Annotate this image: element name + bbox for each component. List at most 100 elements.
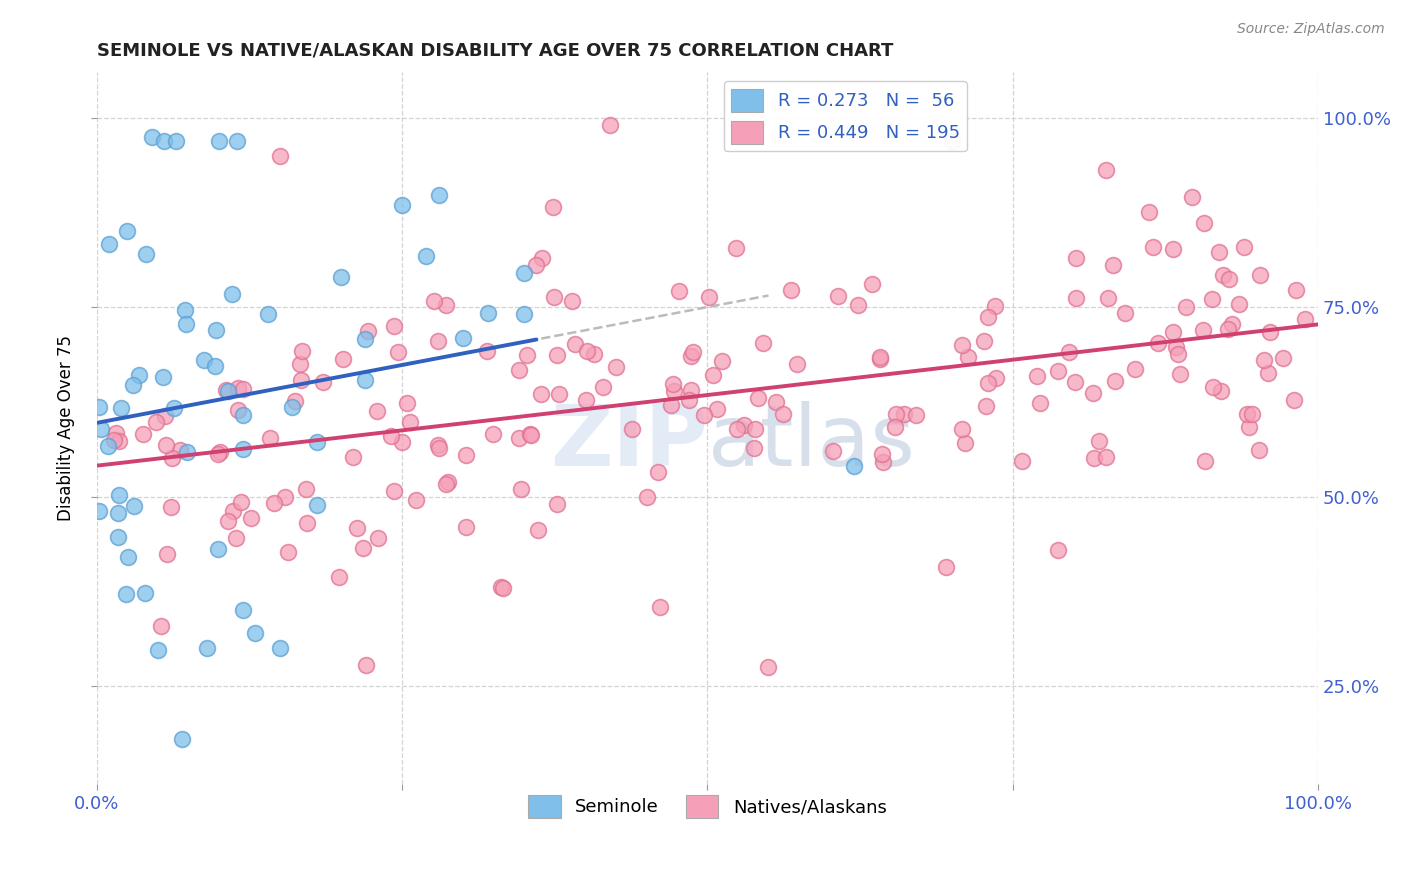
Point [208, 134, 231, 148]
Point [245, 626, 267, 640]
Point [659, 398, 682, 412]
Point [530, 387, 553, 401]
Point [1236, 407, 1258, 421]
Point [284, 393, 307, 408]
Point [846, 298, 869, 312]
Point [758, 660, 780, 674]
Point [1170, 367, 1192, 381]
Text: Source: ZipAtlas.com: Source: ZipAtlas.com [1237, 22, 1385, 37]
Point [1285, 283, 1308, 297]
Point [90, 422, 112, 436]
Point [510, 482, 533, 496]
Point [153, 409, 176, 424]
Point [1083, 386, 1105, 401]
Point [974, 399, 997, 413]
Point [290, 357, 312, 371]
Point [973, 334, 995, 349]
Point [437, 475, 460, 489]
Point [342, 450, 364, 465]
Point [561, 294, 583, 309]
Point [1174, 300, 1197, 314]
Point [427, 441, 450, 455]
Point [599, 119, 621, 133]
Point [1208, 244, 1230, 259]
Point [592, 380, 614, 394]
Point [725, 422, 748, 436]
Point [1194, 216, 1216, 230]
Point [1209, 384, 1232, 399]
Point [1218, 322, 1240, 336]
Point [207, 541, 229, 556]
Point [977, 376, 1000, 390]
Point [222, 504, 245, 518]
Point [984, 299, 1007, 313]
Point [115, 587, 138, 601]
Point [269, 641, 291, 656]
Point [135, 247, 157, 261]
Point [1201, 292, 1223, 306]
Point [516, 348, 538, 362]
Point [305, 498, 328, 512]
Point [1167, 346, 1189, 360]
Y-axis label: Disability Age Over 75: Disability Age Over 75 [58, 335, 75, 522]
Point [232, 442, 254, 457]
Point [405, 492, 427, 507]
Point [546, 497, 568, 511]
Point [451, 331, 474, 345]
Point [152, 370, 174, 384]
Point [872, 455, 894, 469]
Point [117, 550, 139, 565]
Point [524, 258, 547, 272]
Point [207, 447, 229, 461]
Point [312, 375, 335, 389]
Point [477, 344, 499, 359]
Point [328, 570, 350, 584]
Point [1257, 366, 1279, 380]
Point [97, 438, 120, 452]
Point [1247, 442, 1270, 457]
Point [648, 599, 671, 614]
Point [141, 129, 163, 144]
Point [1161, 326, 1184, 340]
Point [747, 391, 769, 405]
Point [426, 438, 449, 452]
Point [1241, 407, 1264, 421]
Point [117, 225, 139, 239]
Point [752, 336, 775, 351]
Point [647, 466, 669, 480]
Point [174, 317, 197, 331]
Point [160, 500, 183, 514]
Point [434, 298, 457, 312]
Point [134, 586, 156, 600]
Point [636, 490, 658, 504]
Point [1272, 351, 1295, 366]
Point [1161, 242, 1184, 256]
Point [291, 343, 314, 358]
Point [564, 337, 586, 351]
Point [427, 188, 450, 202]
Point [823, 444, 845, 458]
Point [110, 401, 132, 415]
Point [541, 200, 564, 214]
Point [1029, 396, 1052, 410]
Point [526, 523, 548, 537]
Point [454, 448, 477, 462]
Point [215, 383, 238, 397]
Point [259, 431, 281, 445]
Point [193, 352, 215, 367]
Point [508, 431, 530, 445]
Point [1137, 205, 1160, 219]
Point [1218, 271, 1240, 285]
Point [1046, 364, 1069, 378]
Point [893, 408, 915, 422]
Point [679, 383, 702, 397]
Point [904, 409, 927, 423]
Point [155, 438, 177, 452]
Point [226, 403, 249, 417]
Point [489, 580, 512, 594]
Point [104, 426, 127, 441]
Point [481, 426, 503, 441]
Legend: Seminole, Natives/Alaskans: Seminole, Natives/Alaskans [520, 788, 894, 825]
Point [229, 495, 252, 509]
Point [1125, 361, 1147, 376]
